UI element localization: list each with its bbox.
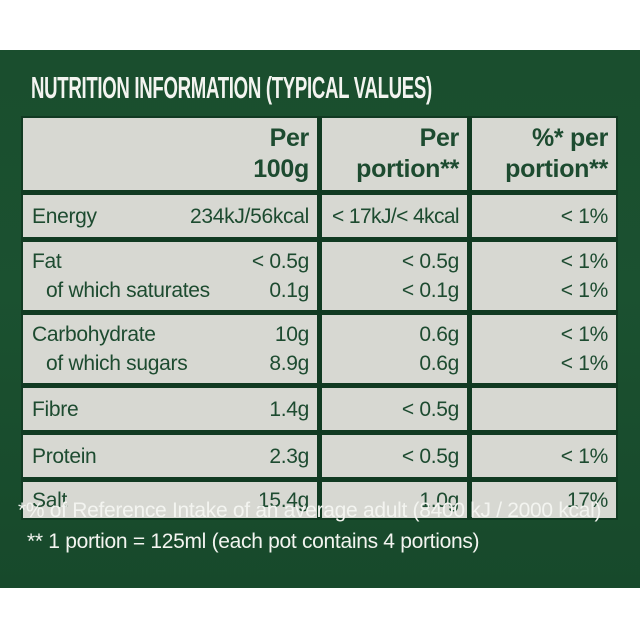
nutrition-title: NUTRITION INFORMATION (TYPICAL VALUES) xyxy=(31,70,432,105)
value-energy-pct: < 1% xyxy=(560,204,609,228)
nutrient-label-protein: Protein xyxy=(32,444,97,468)
nutrition-table: Per 100g Per portion** %* per portion** … xyxy=(21,116,618,520)
header-per-100g-line1: Per xyxy=(269,124,310,152)
header-pct-per-portion-line1: %* per xyxy=(531,124,608,152)
nutrient-label-fibre: Fibre xyxy=(32,397,79,421)
value-carbohydrate-per-100g: 10g xyxy=(274,323,309,346)
value-saturates-pct: < 1% xyxy=(560,279,609,302)
value-sugars-per-100g: 8.9g xyxy=(269,352,309,375)
header-pct-per-portion: %* per portion** xyxy=(472,118,616,190)
label-panel: NUTRITION INFORMATION (TYPICAL VALUES) P… xyxy=(0,50,640,588)
value-fibre-per-100g: 1.4g xyxy=(269,397,309,421)
value-salt-per-100g: 15.4g xyxy=(257,488,309,512)
footnote-reference-intake: *% of Reference Intake of an average adu… xyxy=(18,499,602,522)
row-fat: Fat < 0.5g of which saturates 0.1g < 0.5… xyxy=(23,242,616,310)
table-header-row: Per 100g Per portion** %* per portion** xyxy=(23,118,616,190)
row-salt: Salt 15.4g 1.0g 17% xyxy=(23,482,616,518)
nutrient-label-energy: Energy xyxy=(32,204,97,228)
value-salt-per-portion: 1.0g xyxy=(419,488,459,512)
footnote-portion-size: ** 1 portion = 125ml (each pot contains … xyxy=(27,530,480,553)
header-per-100g-line2: 100g xyxy=(253,155,309,183)
value-energy-per-portion: < 17kJ/< 4kcal xyxy=(331,204,460,228)
header-pct-per-portion-line2: portion** xyxy=(505,155,608,183)
value-sugars-pct: < 1% xyxy=(560,352,609,375)
value-fat-per-portion: < 0.5g xyxy=(401,250,459,273)
value-protein-per-portion: < 0.5g xyxy=(401,444,459,468)
value-fat-per-100g: < 0.5g xyxy=(251,250,309,273)
header-per-portion-line1: Per xyxy=(419,124,460,152)
header-per-portion-line2: portion** xyxy=(356,155,459,183)
value-carbohydrate-per-portion: 0.6g xyxy=(419,323,459,346)
value-sugars-per-portion: 0.6g xyxy=(419,352,459,375)
value-salt-pct: 17% xyxy=(566,488,608,512)
header-per-100g: Per 100g xyxy=(23,118,317,190)
value-energy-per-100g: 234kJ/56kcal xyxy=(190,204,309,228)
value-fat-pct: < 1% xyxy=(560,250,609,273)
nutrient-label-carbohydrate: Carbohydrate xyxy=(32,323,156,346)
header-per-portion: Per portion** xyxy=(322,118,467,190)
row-energy: Energy 234kJ/56kcal < 17kJ/< 4kcal < 1% xyxy=(23,195,616,237)
nutrient-label-sugars: of which sugars xyxy=(46,352,188,375)
row-fibre: Fibre 1.4g < 0.5g xyxy=(23,388,616,430)
row-carbohydrate: Carbohydrate 10g of which sugars 8.9g 0.… xyxy=(23,315,616,383)
nutrient-label-saturates: of which saturates xyxy=(46,279,210,302)
value-protein-pct: < 1% xyxy=(560,444,609,468)
value-saturates-per-100g: 0.1g xyxy=(269,279,309,302)
value-fibre-per-portion: < 0.5g xyxy=(401,397,459,421)
nutrient-label-salt: Salt xyxy=(32,488,67,512)
value-protein-per-100g: 2.3g xyxy=(269,444,309,468)
row-protein: Protein 2.3g < 0.5g < 1% xyxy=(23,435,616,477)
nutrient-label-fat: Fat xyxy=(32,250,62,273)
value-carbohydrate-pct: < 1% xyxy=(560,323,609,346)
footnotes: *% of Reference Intake of an average adu… xyxy=(18,498,601,555)
value-saturates-per-portion: < 0.1g xyxy=(401,279,459,302)
